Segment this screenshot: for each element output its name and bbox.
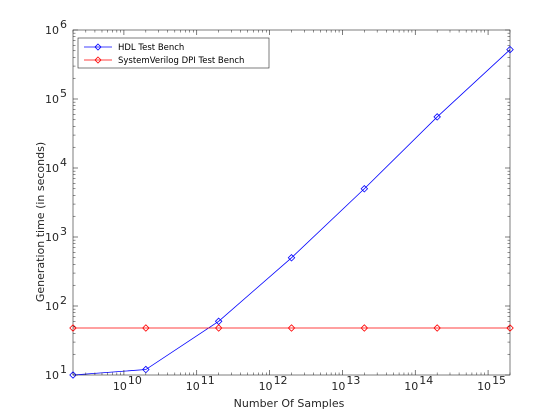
x-tick-label: 10 bbox=[404, 380, 418, 393]
y-tick-label: 10 bbox=[45, 369, 59, 382]
legend-label: HDL Test Bench bbox=[118, 43, 184, 53]
x-tick-exponent: 10 bbox=[128, 374, 142, 387]
legend-box bbox=[77, 37, 270, 69]
series-0 bbox=[69, 45, 514, 379]
x-axis-ticks: 10 10 10 11 10 12 10 13 10 14 10 15 bbox=[72, 30, 511, 393]
y-tick-exponent: 4 bbox=[60, 156, 67, 169]
data-point bbox=[142, 324, 150, 332]
y-tick-exponent: 5 bbox=[60, 87, 67, 100]
x-tick-exponent: 14 bbox=[419, 374, 433, 387]
x-tick-exponent: 12 bbox=[274, 374, 288, 387]
plot-area bbox=[72, 29, 511, 376]
y-tick-label: 10 bbox=[45, 24, 59, 37]
plot-background bbox=[73, 30, 510, 375]
y-tick-label: 10 bbox=[45, 231, 59, 244]
x-tick-exponent: 15 bbox=[492, 374, 506, 387]
data-point bbox=[69, 371, 77, 379]
legend-label: SystemVerilog DPI Test Bench bbox=[118, 56, 244, 66]
y-tick-label: 10 bbox=[45, 300, 59, 313]
legend-marker bbox=[94, 56, 102, 64]
legend-marker bbox=[94, 43, 102, 51]
data-point bbox=[360, 324, 369, 332]
data-point bbox=[360, 185, 369, 193]
x-tick-exponent: 11 bbox=[201, 374, 215, 387]
x-tick-label: 10 bbox=[186, 380, 200, 393]
x-tick-label: 10 bbox=[113, 380, 127, 393]
y-tick-exponent: 3 bbox=[60, 225, 67, 238]
series-line bbox=[72, 49, 511, 376]
y-tick-exponent: 2 bbox=[60, 294, 67, 307]
x-tick-exponent: 13 bbox=[346, 374, 360, 387]
data-point bbox=[433, 113, 441, 121]
x-axis-label: Number Of Samples bbox=[234, 397, 345, 410]
y-axis-label: Generation time (in seconds) bbox=[34, 142, 47, 302]
data-point bbox=[287, 324, 296, 332]
x-tick-label: 10 bbox=[331, 380, 345, 393]
data-point bbox=[287, 254, 296, 262]
y-tick-label: 10 bbox=[45, 162, 59, 175]
x-tick-label: 10 bbox=[477, 380, 491, 393]
y-tick-exponent: 1 bbox=[60, 363, 67, 376]
y-tick-label: 10 bbox=[45, 93, 59, 106]
legend-entry: SystemVerilog DPI Test Bench bbox=[84, 56, 244, 66]
data-point bbox=[506, 45, 514, 54]
legend: HDL Test Bench SystemVerilog DPI Test Ben… bbox=[77, 37, 270, 69]
legend-entry: HDL Test Bench bbox=[84, 43, 184, 53]
data-point bbox=[214, 324, 223, 332]
y-tick-exponent: 6 bbox=[60, 18, 67, 31]
x-tick-label: 10 bbox=[259, 380, 273, 393]
data-point bbox=[433, 324, 441, 332]
